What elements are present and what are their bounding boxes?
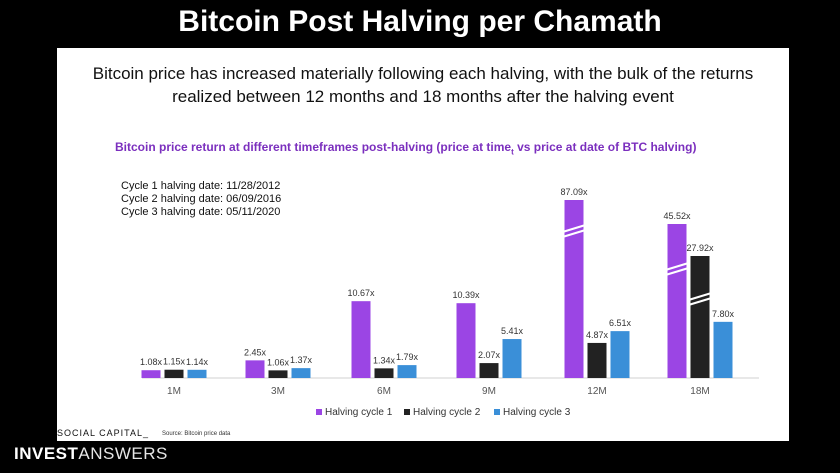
axis-break-mark (688, 297, 712, 306)
axis-break-mark (562, 229, 586, 238)
data-label-3m-cycle-1: 2.45x (244, 347, 267, 357)
data-label-1m-cycle-1: 1.08x (140, 357, 163, 367)
x-tick-label-18m: 18M (690, 386, 709, 397)
bar-1m-cycle-3 (187, 369, 207, 378)
social-capital-logo: SOCIAL CAPITAL_ (57, 428, 150, 438)
axis-break-mark (688, 292, 712, 301)
brand-light: ANSWERS (78, 444, 168, 463)
halving-date-cycle-1: Cycle 1 halving date: 11/28/2012 (121, 180, 281, 192)
bar-18m-cycle-1 (667, 224, 687, 378)
bar-1m-cycle-2 (164, 369, 184, 378)
halving-date-cycle-3: Cycle 3 halving date: 05/11/2020 (121, 206, 281, 218)
bar-6m-cycle-1 (351, 301, 371, 378)
legend-label-cycle-2: Halving cycle 2 (413, 407, 481, 418)
x-tick-label-9m: 9M (482, 386, 496, 397)
chart-title-subscript: t (511, 147, 514, 157)
chart-title: Bitcoin price return at different timefr… (115, 140, 696, 156)
halving-date-cycle-2: Cycle 2 halving date: 06/09/2016 (121, 193, 282, 205)
halving-dates: Cycle 1 halving date: 11/28/2012 Cycle 2… (121, 180, 281, 219)
data-label-6m-cycle-2: 1.34x (373, 355, 396, 365)
data-label-3m-cycle-3: 1.37x (290, 355, 313, 365)
legend-swatch-cycle-1 (316, 409, 322, 415)
data-label-12m-cycle-3: 6.51x (609, 318, 632, 328)
bar-6m-cycle-2 (374, 368, 394, 378)
slide: Bitcoin price has increased materially f… (57, 48, 789, 441)
bar-9m-cycle-3 (502, 339, 522, 378)
data-label-9m-cycle-2: 2.07x (478, 350, 501, 360)
data-label-12m-cycle-2: 4.87x (586, 330, 609, 340)
bar-9m-cycle-1 (456, 303, 476, 378)
x-tick-label-12m: 12M (587, 386, 606, 397)
bar-1m-cycle-1 (141, 370, 161, 378)
bar-12m-cycle-1 (564, 200, 584, 378)
data-label-9m-cycle-3: 5.41x (501, 326, 524, 336)
data-label-3m-cycle-2: 1.06x (267, 357, 290, 367)
x-tick-label-1m: 1M (167, 386, 181, 397)
legend-swatch-cycle-2 (404, 409, 410, 415)
axis-break-mark (665, 262, 689, 271)
legend-label-cycle-1: Halving cycle 1 (325, 407, 393, 418)
data-label-18m-cycle-2: 27.92x (686, 243, 714, 253)
chart-title-end: vs price at date of BTC halving) (513, 140, 697, 154)
axis-break-mark (665, 267, 689, 276)
data-label-1m-cycle-2: 1.15x (163, 357, 186, 367)
axis-break-mark (562, 224, 586, 233)
bar-3m-cycle-3 (291, 368, 311, 378)
bar-9m-cycle-2 (479, 363, 499, 378)
banner-title: Bitcoin Post Halving per Chamath (0, 0, 840, 48)
x-tick-label-6m: 6M (377, 386, 391, 397)
bar-12m-cycle-2 (587, 342, 607, 378)
investanswers-logo: INVESTANSWERS (14, 444, 168, 464)
headline-line-1: Bitcoin price has increased materially f… (92, 64, 754, 83)
legend-label-cycle-3: Halving cycle 3 (503, 407, 571, 418)
data-label-18m-cycle-3: 7.80x (712, 309, 735, 319)
data-label-1m-cycle-3: 1.14x (186, 357, 209, 367)
x-tick-label-3m: 3M (271, 386, 285, 397)
legend-swatch-cycle-3 (494, 409, 500, 415)
data-label-18m-cycle-1: 45.52x (663, 211, 691, 221)
bar-6m-cycle-3 (397, 365, 417, 378)
brand-bold: INVEST (14, 444, 79, 463)
data-label-6m-cycle-1: 10.67x (347, 288, 375, 298)
bar-3m-cycle-2 (268, 370, 288, 378)
source-note: Source: Bitcoin price data (162, 431, 231, 437)
bar-18m-cycle-3 (713, 321, 733, 378)
data-label-12m-cycle-1: 87.09x (560, 187, 588, 197)
bar-3m-cycle-1 (245, 360, 265, 378)
data-label-6m-cycle-3: 1.79x (396, 352, 419, 362)
bar-12m-cycle-3 (610, 331, 630, 378)
data-label-9m-cycle-1: 10.39x (452, 290, 480, 300)
headline: Bitcoin price has increased materially f… (57, 62, 789, 108)
headline-line-2: realized between 12 months and 18 months… (172, 87, 674, 106)
bar-18m-cycle-2 (690, 256, 710, 378)
chart-title-main: Bitcoin price return at different timefr… (115, 140, 512, 154)
